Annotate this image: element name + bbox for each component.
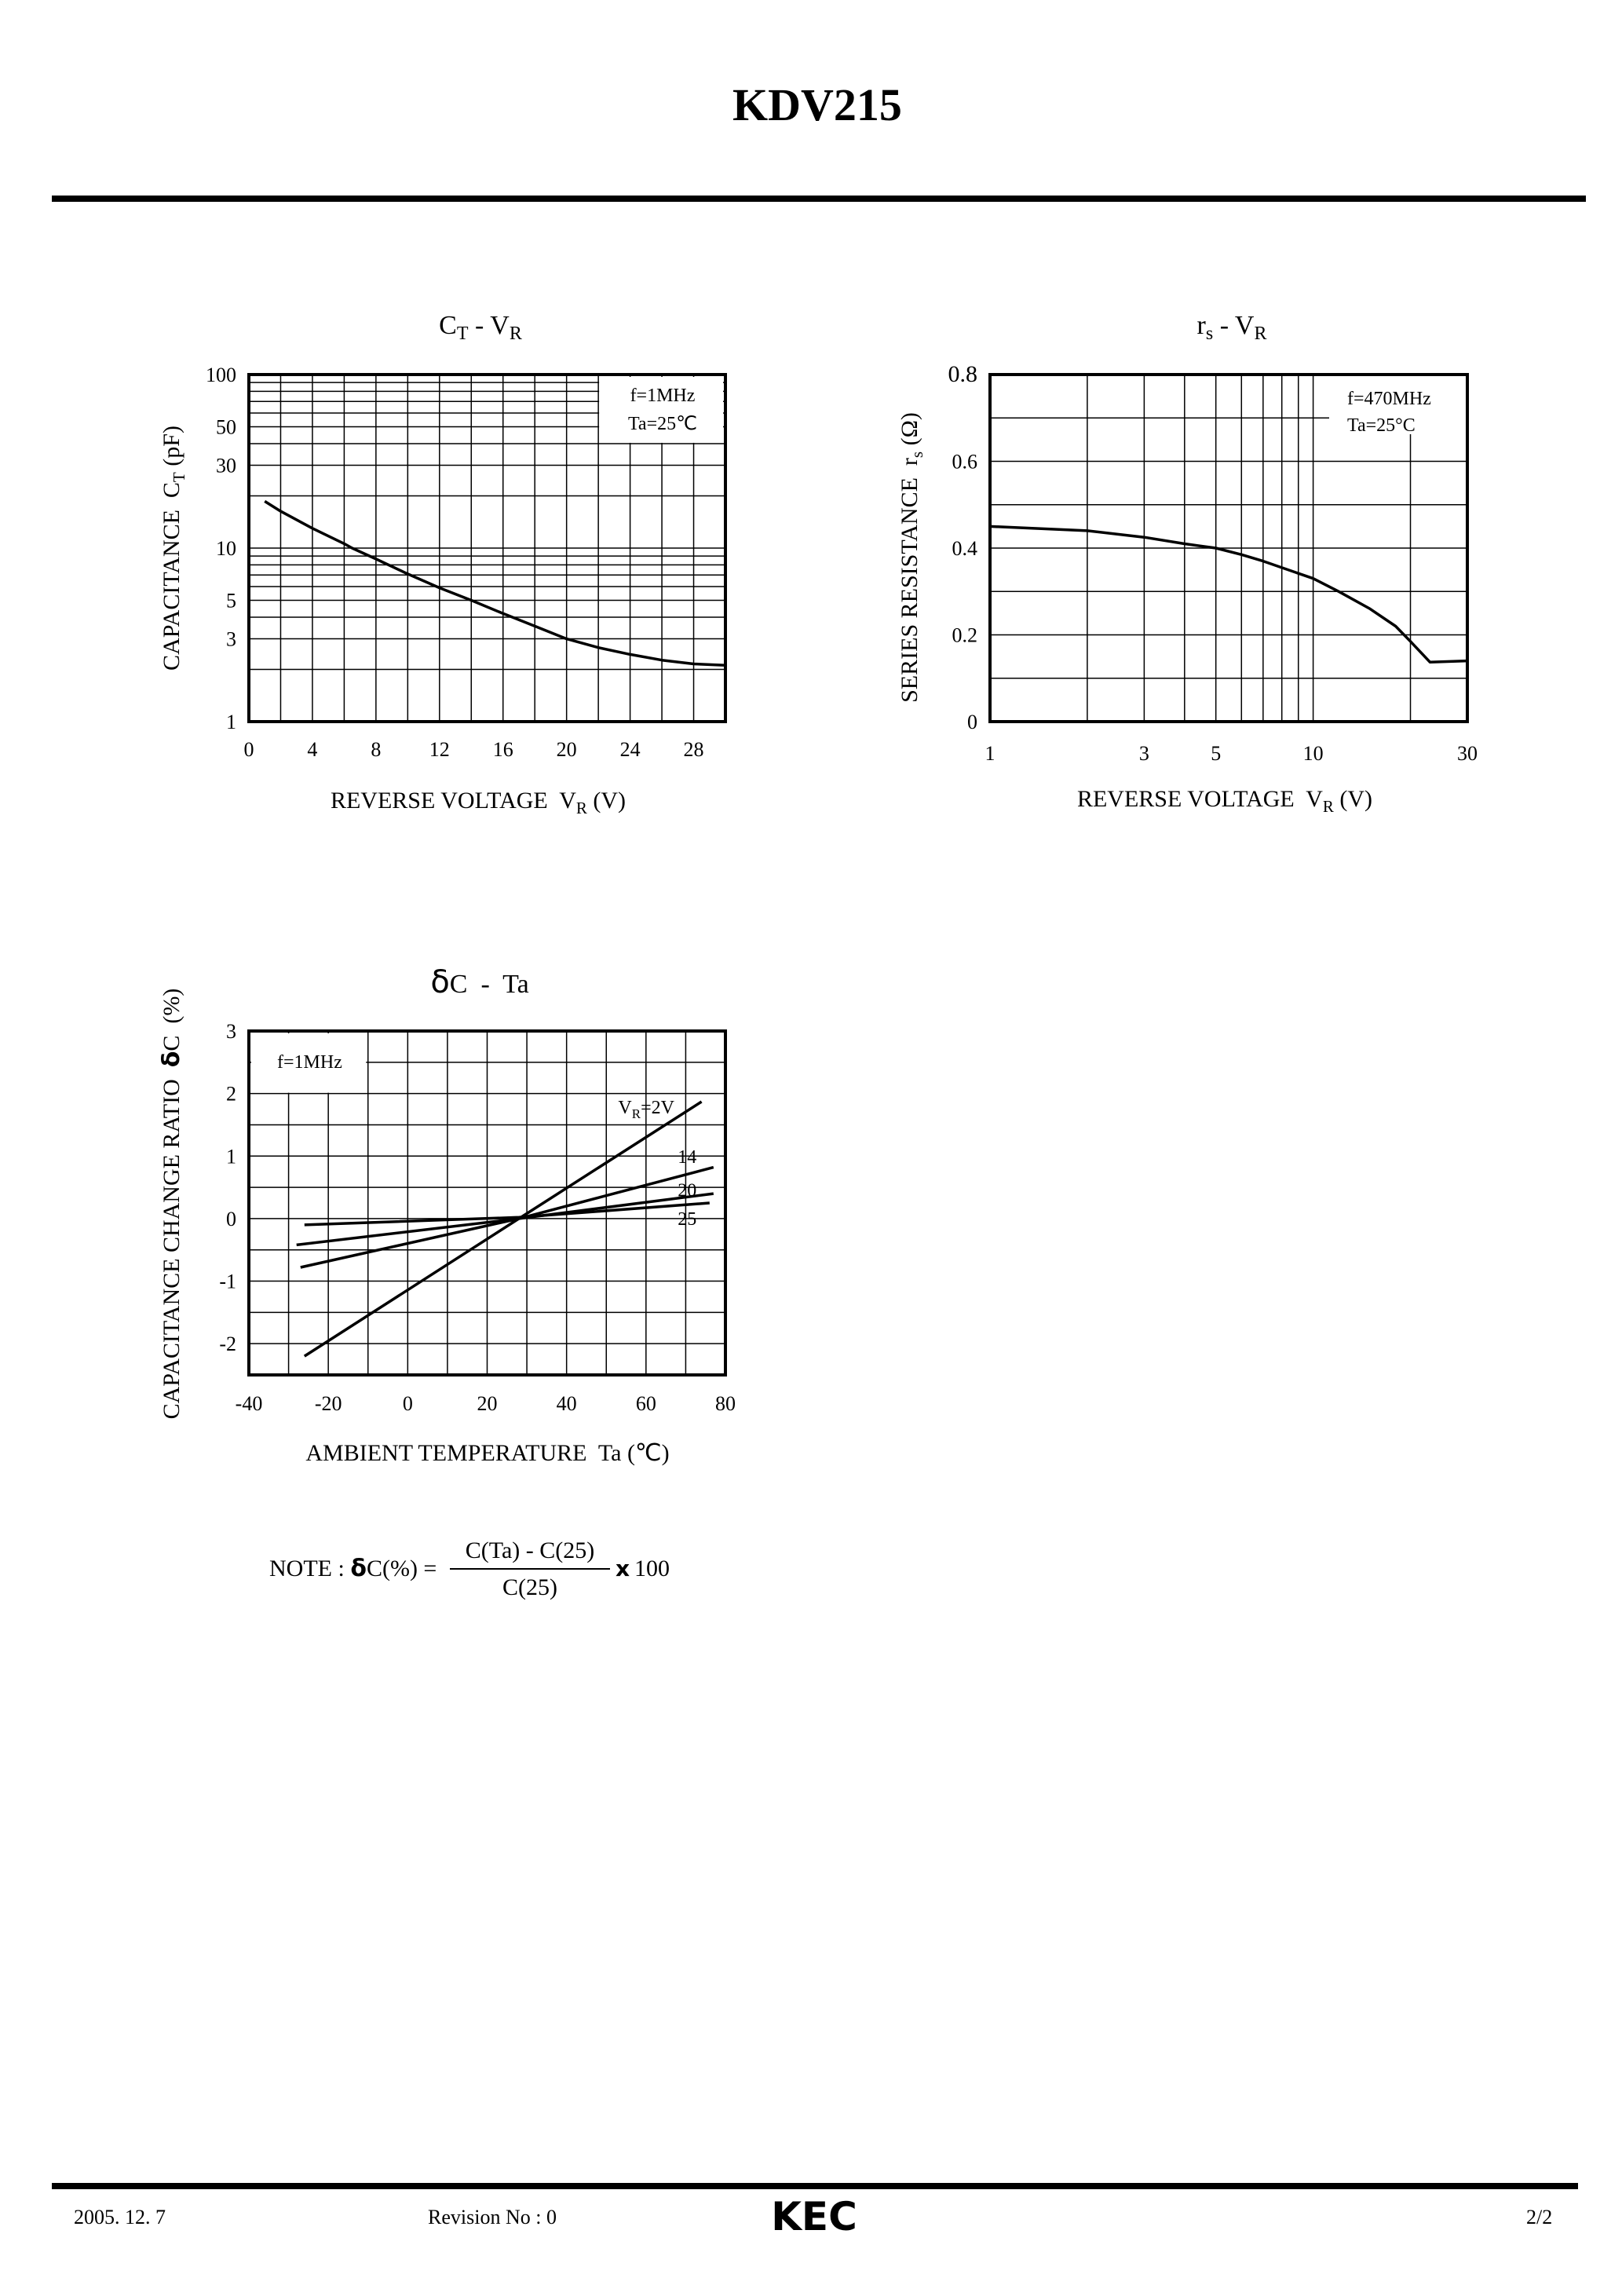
legend-text: Ta=25℃ xyxy=(628,414,697,434)
x-tick-label: 30 xyxy=(1457,742,1478,765)
legend-text: Ta=25°C xyxy=(1347,415,1416,436)
x-tick-label: 1 xyxy=(985,742,995,765)
y-tick-label: 10 xyxy=(216,537,236,560)
y-tick-label: 100 xyxy=(206,364,236,386)
y-tick-label: 0 xyxy=(967,711,977,733)
note-factor: 100 xyxy=(634,1556,670,1581)
x-tick-label: 20 xyxy=(557,738,577,761)
x-tick-label: 16 xyxy=(493,738,513,761)
kec-logo: KEC xyxy=(771,2194,857,2239)
y-tick-label: 0.6 xyxy=(952,451,978,473)
legend-box xyxy=(599,377,723,443)
footer-date: 2005. 12. 7 xyxy=(74,2206,166,2228)
series-line-CT xyxy=(264,499,726,667)
plot-frame xyxy=(247,373,727,723)
footer-revision: Revision No : 0 xyxy=(428,2206,557,2228)
x-tick-label: 3 xyxy=(1139,742,1149,765)
x-tick-label: 4 xyxy=(307,738,317,761)
chart-title: CT - VR xyxy=(439,311,522,344)
y-tick-label: 1 xyxy=(226,1145,236,1168)
ct-vr-chart: CT - VR CAPACITANCE CT (pF) REVERSE VOLT… xyxy=(159,311,727,817)
y-tick-label: -1 xyxy=(219,1270,236,1293)
legend-box xyxy=(1329,376,1466,434)
series-label: 20 xyxy=(678,1180,696,1201)
chart-title: δC - Ta xyxy=(430,964,528,1000)
y-tick-label: -2 xyxy=(219,1333,236,1355)
plot-frame xyxy=(988,373,1469,723)
y-tick-label: 0 xyxy=(226,1208,236,1230)
x-axis-label: REVERSE VOLTAGE VR (V) xyxy=(331,788,626,817)
x-tick-label: -20 xyxy=(315,1392,342,1415)
x-tick-label: -40 xyxy=(236,1392,263,1415)
x-tick-label: 0 xyxy=(244,738,254,761)
y-tick-label: 3 xyxy=(226,1020,236,1043)
y-tick-label: 0.2 xyxy=(952,624,978,647)
y-axis-label: SERIES RESISTANCE rs (Ω) xyxy=(897,412,926,703)
note-numerator: C(Ta) - C(25) xyxy=(466,1537,595,1563)
x-tick-label: 5 xyxy=(1211,742,1221,765)
note-lhs: NOTE : δC(%) = xyxy=(269,1555,443,1582)
x-tick-label: 20 xyxy=(477,1392,498,1415)
x-tick-label: 80 xyxy=(715,1392,736,1415)
x-tick-label: 10 xyxy=(1303,742,1324,765)
y-tick-label: 2 xyxy=(226,1083,236,1106)
page-title: KDV215 xyxy=(732,79,902,130)
y-tick-label: 3 xyxy=(226,628,236,651)
x-tick-label: 12 xyxy=(429,738,450,761)
series-label: VR=2V xyxy=(618,1098,674,1121)
x-axis-label: AMBIENT TEMPERATURE Ta (℃) xyxy=(305,1440,669,1466)
x-tick-label: 0 xyxy=(403,1392,413,1415)
y-tick-label: 1 xyxy=(226,711,236,733)
x-tick-label: 60 xyxy=(636,1392,656,1415)
x-tick-label: 28 xyxy=(684,738,704,761)
y-tick-label: 0.4 xyxy=(952,537,978,560)
x-tick-label: 8 xyxy=(371,738,381,761)
series-line-rs xyxy=(989,525,1468,664)
times-sign: x xyxy=(616,1556,630,1581)
series-line-25 xyxy=(304,1201,710,1227)
y-tick-label: 30 xyxy=(216,455,236,477)
y-axis-label: CAPACITANCE CT (pF) xyxy=(159,426,188,671)
y-tick-label: 5 xyxy=(226,590,236,612)
chart-title: rs - VR xyxy=(1197,311,1267,344)
dc-ta-chart: δC - Ta CAPACITANCE CHANGE RATIO δC (%) … xyxy=(158,964,736,1466)
x-tick-label: 40 xyxy=(557,1392,577,1415)
series-line-20 xyxy=(296,1192,714,1247)
legend-box xyxy=(251,1033,367,1093)
y-axis-label: CAPACITANCE CHANGE RATIO δC (%) xyxy=(158,989,185,1420)
legend-text: f=1MHz xyxy=(630,386,696,406)
legend-text: f=470MHz xyxy=(1347,389,1431,409)
y-tick-label: 0.8 xyxy=(948,361,978,387)
rs-vr-chart: rs - VR SERIES RESISTANCE rs (Ω) REVERSE… xyxy=(897,311,1478,816)
y-tick-label: 50 xyxy=(216,416,236,439)
x-tick-label: 24 xyxy=(620,738,641,761)
header-rule xyxy=(52,196,1586,202)
footer-page-number: 2/2 xyxy=(1526,2206,1552,2228)
series-label: 14 xyxy=(678,1147,696,1168)
plot-frame xyxy=(247,1029,727,1377)
legend-text: f=1MHz xyxy=(277,1052,342,1073)
note-formula: NOTE : δC(%) = C(Ta) - C(25) C(25) x 100 xyxy=(269,1537,670,1600)
x-axis-label: REVERSE VOLTAGE VR (V) xyxy=(1077,786,1372,816)
series-label: 25 xyxy=(678,1209,696,1230)
note-denominator: C(25) xyxy=(502,1574,557,1600)
footer-rule xyxy=(52,2183,1578,2189)
series-line-VR2V xyxy=(303,1100,703,1358)
